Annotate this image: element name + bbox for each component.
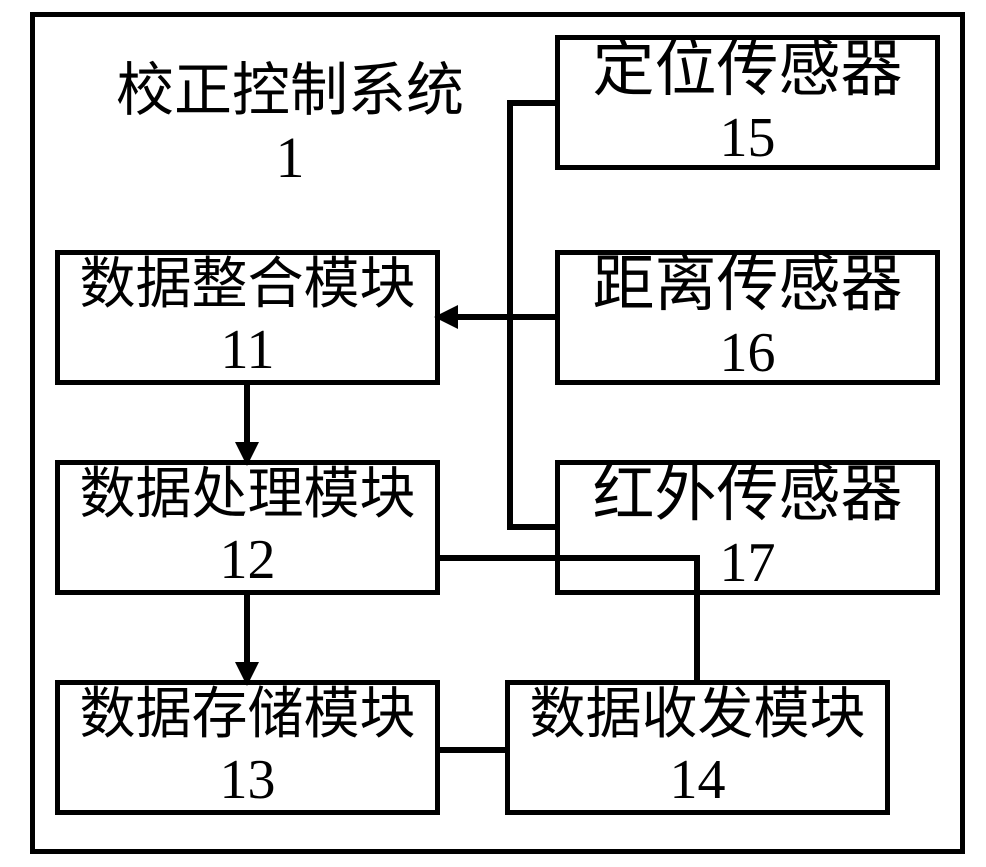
system-title: 校正控制系统 1 (90, 50, 490, 200)
box-data-transceiver: 数据收发模块 14 (505, 680, 890, 815)
box-label: 定位传感器 (592, 35, 902, 106)
box-data-processing: 数据处理模块 12 (55, 460, 440, 595)
box-num: 15 (720, 106, 776, 170)
box-num: 14 (670, 748, 726, 812)
box-label: 数据存储模块 (80, 683, 416, 747)
system-title-num: 1 (276, 125, 305, 192)
box-data-storage: 数据存储模块 13 (55, 680, 440, 815)
box-label: 数据收发模块 (530, 683, 866, 747)
box-num: 17 (720, 531, 776, 595)
box-num: 16 (720, 321, 776, 385)
box-distance-sensor: 距离传感器 16 (555, 250, 940, 385)
box-infrared-sensor: 红外传感器 17 (555, 460, 940, 595)
box-data-integration: 数据整合模块 11 (55, 250, 440, 385)
box-num: 12 (220, 528, 276, 592)
box-label: 距离传感器 (592, 250, 902, 321)
box-label: 红外传感器 (592, 460, 902, 531)
box-num: 13 (220, 748, 276, 812)
box-label: 数据整合模块 (80, 253, 416, 317)
box-label: 数据处理模块 (80, 463, 416, 527)
system-title-label: 校正控制系统 (116, 58, 464, 125)
box-position-sensor: 定位传感器 15 (555, 35, 940, 170)
box-num: 11 (221, 318, 275, 382)
